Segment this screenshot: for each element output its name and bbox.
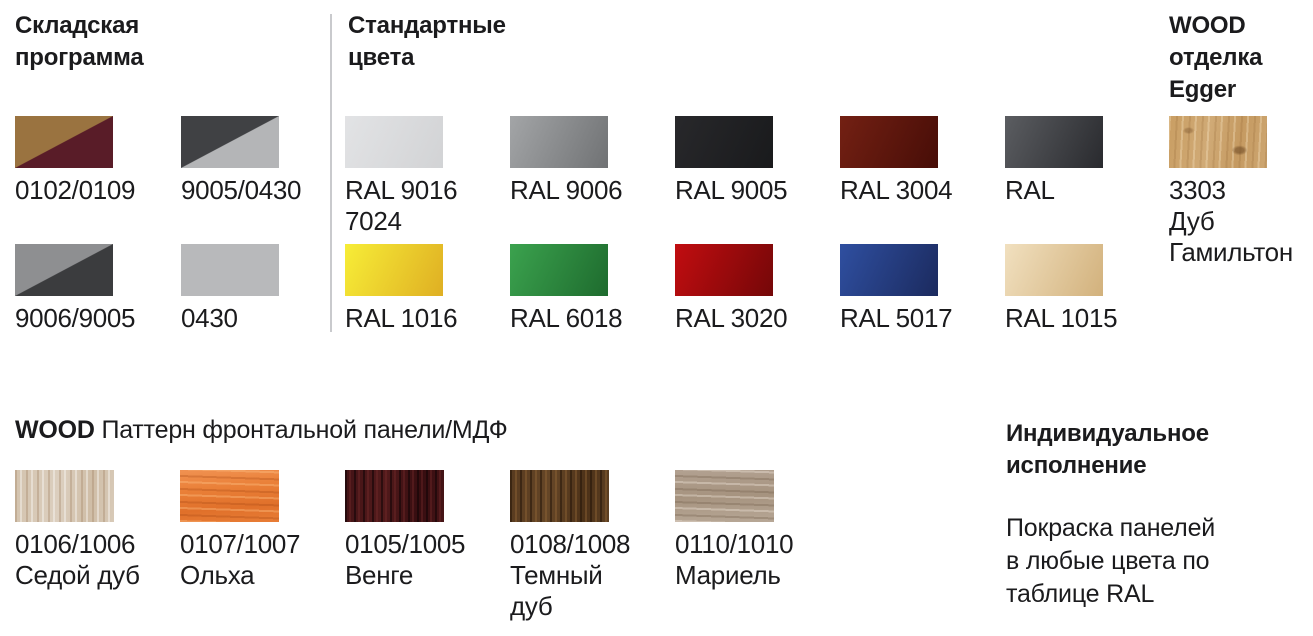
swatch-ral-9005: RAL 9005 xyxy=(675,116,839,206)
wood-swatch xyxy=(15,470,114,522)
custom-finish-title: Индивидуальное исполнение xyxy=(1006,420,1209,479)
section-divider xyxy=(330,14,332,332)
swatch-label: RAL 9006 xyxy=(510,175,623,205)
color-swatch xyxy=(1005,116,1103,168)
swatch-label: RAL 9005 xyxy=(675,175,788,205)
swatch-label: 9006/9005 xyxy=(15,303,136,333)
swatch-ral-6018: RAL 6018 xyxy=(510,244,674,334)
swatch-label: 0105/1005 Венге xyxy=(345,529,466,590)
color-swatch xyxy=(345,244,443,296)
swatch-0107-1007-olha: 0107/1007 Ольха xyxy=(180,470,344,591)
swatch-label: RAL 9016 7024 xyxy=(345,175,458,236)
swatch-ral-1016: RAL 1016 xyxy=(345,244,509,334)
swatch-0108-1008-temny-dub: 0108/1008 Темный дуб xyxy=(510,470,674,622)
color-swatch xyxy=(675,116,773,168)
swatch-label: 9005/0430 xyxy=(181,175,302,205)
wood-swatch xyxy=(345,470,444,522)
color-swatch xyxy=(15,244,113,296)
swatch-0105-1005-venge: 0105/1005 Венге xyxy=(345,470,509,591)
color-swatch xyxy=(1005,244,1103,296)
swatch-0430: 0430 xyxy=(181,244,345,334)
swatch-label: 0430 xyxy=(181,303,238,333)
swatch-ral-1015: RAL 1015 xyxy=(1005,244,1169,334)
swatch-label: 0110/1010 Мариель xyxy=(675,529,794,590)
swatch-label: RAL 5017 xyxy=(840,303,953,333)
wood-mdf-title-rest: Паттерн фронтальной панели/МДФ xyxy=(101,416,508,444)
swatch-ral-3020: RAL 3020 xyxy=(675,244,839,334)
swatch-0110-1010-mariel: 0110/1010 Мариель xyxy=(675,470,839,591)
custom-finish-text: Покраска панелей в любые цвета по таблиц… xyxy=(1006,514,1216,608)
wood-mdf-section-title: WOOD Паттерн фронтальной панели/МДФ xyxy=(15,414,508,446)
swatch-label: RAL 3020 xyxy=(675,303,788,333)
swatch-label: 0102/0109 xyxy=(15,175,136,205)
color-swatch xyxy=(181,116,279,168)
color-swatch xyxy=(675,244,773,296)
swatch-ral-9016: RAL 9016 7024 xyxy=(345,116,509,237)
swatch-9006-9005: 9006/9005 xyxy=(15,244,179,334)
swatch-ral-5017: RAL 5017 xyxy=(840,244,1004,334)
swatch-label: RAL 1015 xyxy=(1005,303,1118,333)
swatch-ral-3004: RAL 3004 xyxy=(840,116,1004,206)
warehouse-section-title: Складская программа xyxy=(15,12,144,71)
swatch-9005-0430: 9005/0430 xyxy=(181,116,345,206)
swatch-ral: RAL xyxy=(1005,116,1169,206)
color-swatch xyxy=(510,244,608,296)
swatch-ral-9006: RAL 9006 xyxy=(510,116,674,206)
swatch-label: RAL 1016 xyxy=(345,303,458,333)
swatch-3303-dub-gamilton: 3303 Дуб Гамильтон xyxy=(1169,116,1313,268)
swatch-label: 3303 Дуб Гамильтон xyxy=(1169,175,1293,267)
color-swatch xyxy=(840,244,938,296)
swatch-label: 0106/1006 Седой дуб xyxy=(15,529,140,590)
standard-colors-section-title: Стандартные цвета xyxy=(348,12,506,71)
swatch-0106-1006-sedoy-dub: 0106/1006 Седой дуб xyxy=(15,470,179,591)
wood-egger-section-title: WOOD отделка Egger xyxy=(1169,12,1263,103)
color-swatch xyxy=(510,116,608,168)
color-swatch xyxy=(345,116,443,168)
swatch-label: RAL 6018 xyxy=(510,303,623,333)
wood-swatch xyxy=(675,470,774,522)
color-swatch xyxy=(15,116,113,168)
wood-swatch xyxy=(1169,116,1267,168)
swatch-label: 0107/1007 Ольха xyxy=(180,529,301,590)
color-swatch xyxy=(840,116,938,168)
swatch-label: 0108/1008 Темный дуб xyxy=(510,529,631,621)
color-swatch xyxy=(181,244,279,296)
swatch-label: RAL 3004 xyxy=(840,175,953,205)
swatch-label: RAL xyxy=(1005,175,1055,205)
swatch-0102-0109: 0102/0109 xyxy=(15,116,179,206)
wood-swatch xyxy=(510,470,609,522)
wood-mdf-title-bold: WOOD xyxy=(15,416,95,444)
wood-swatch xyxy=(180,470,279,522)
